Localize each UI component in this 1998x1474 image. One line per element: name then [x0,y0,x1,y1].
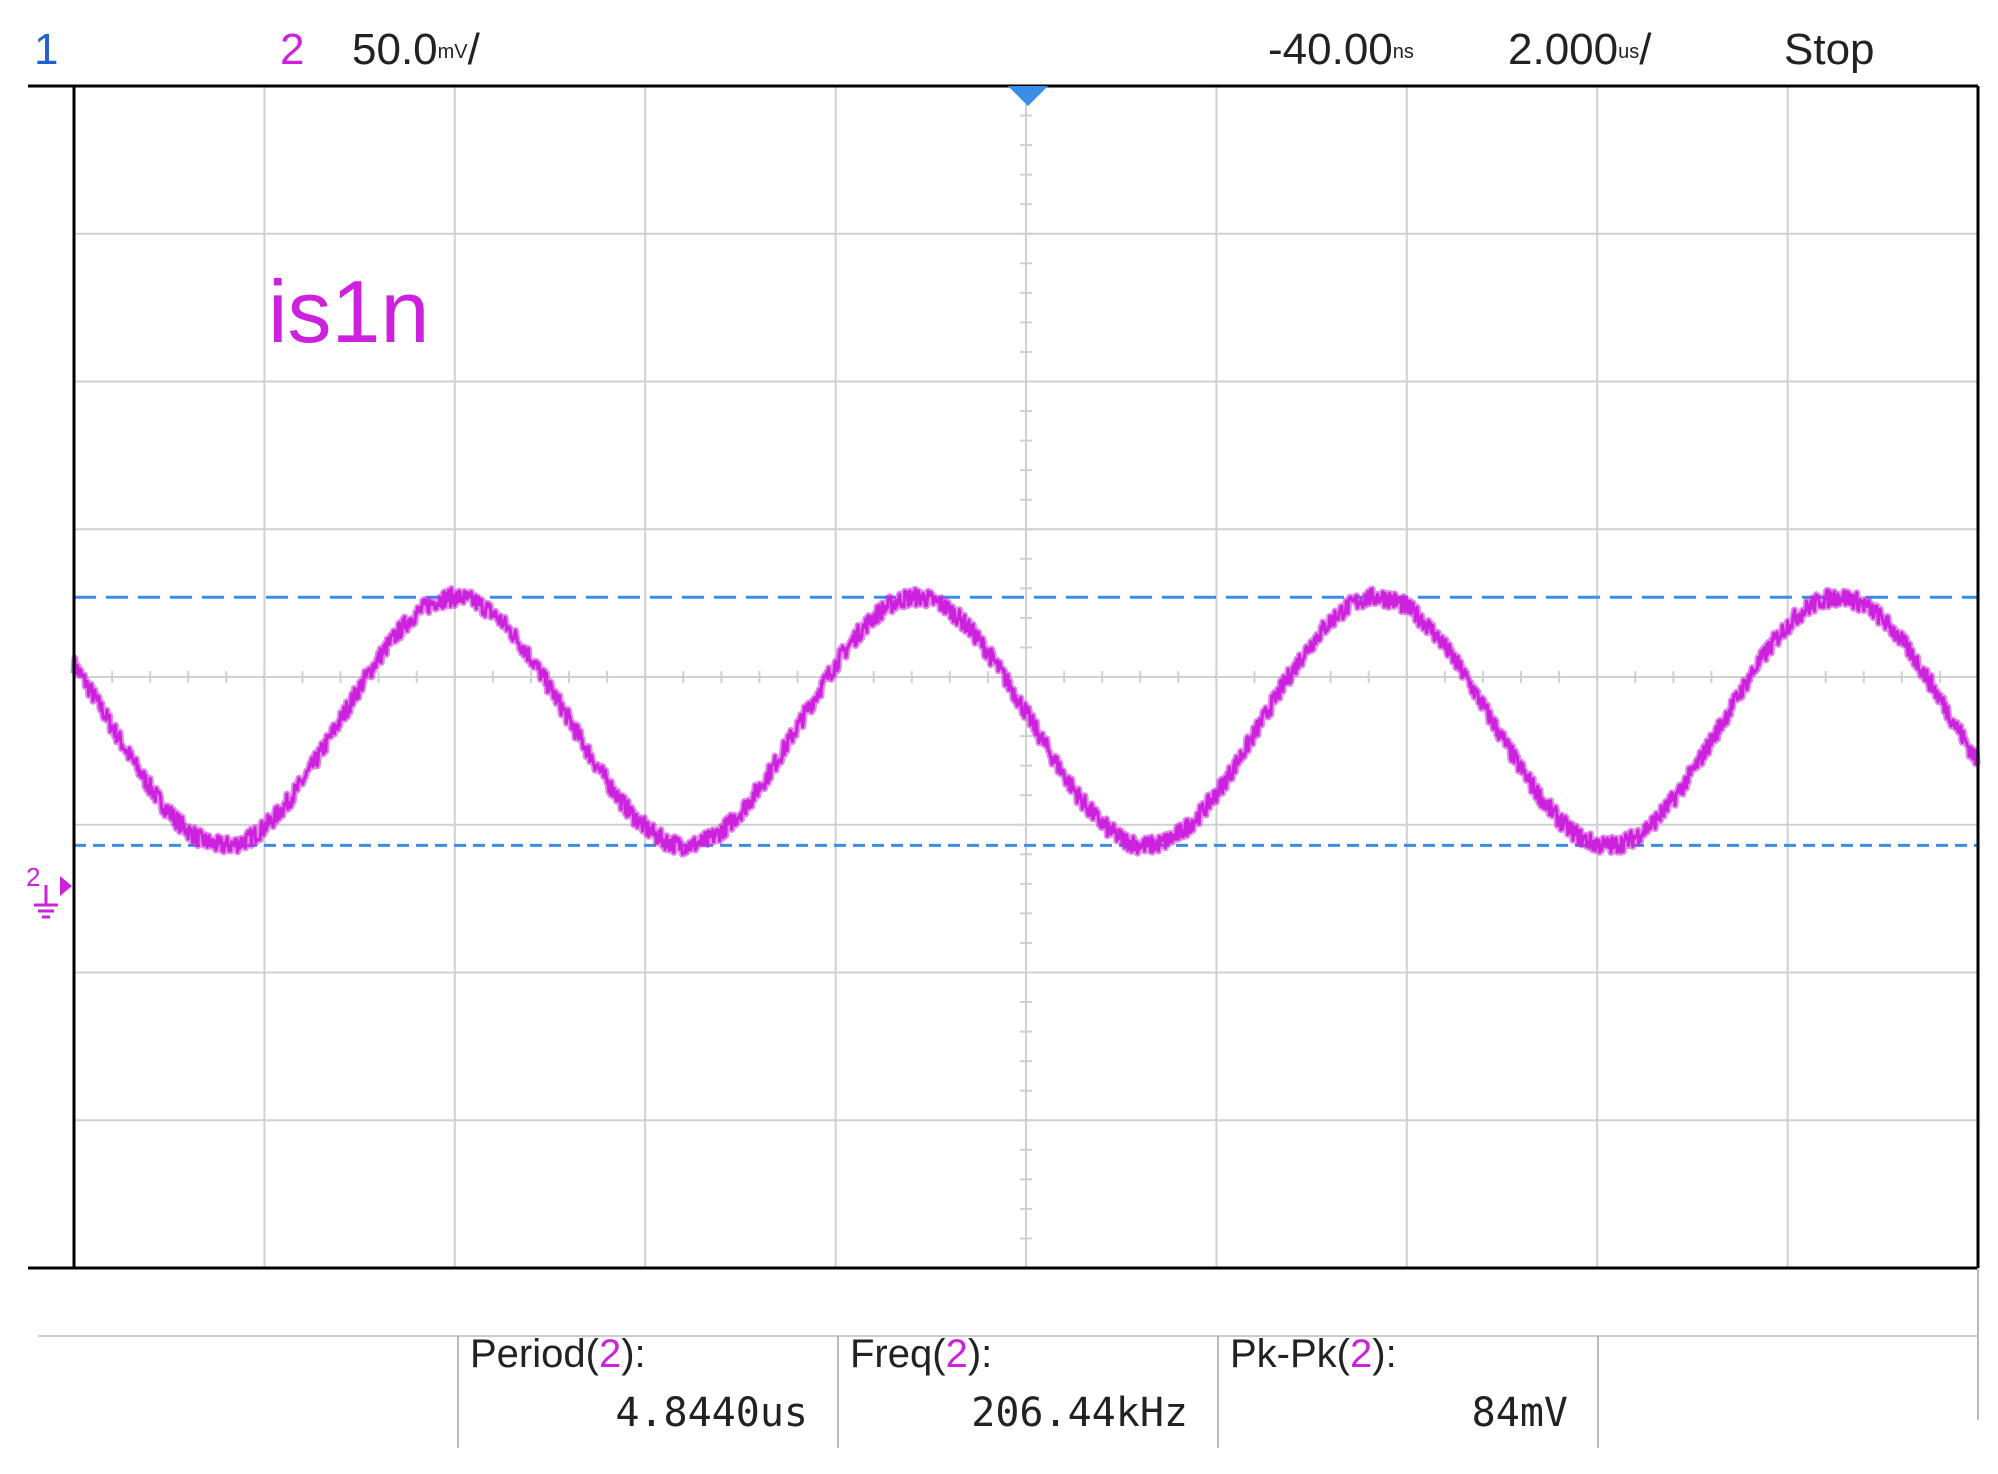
ground-marker-icon[interactable] [34,876,72,919]
header-ch1[interactable]: 1 [34,25,59,74]
time-per-div-value: 2.000 [1508,25,1619,74]
vertical-scale-unit: mV [437,41,468,63]
measurement-period-label: Period(2): [470,1332,646,1376]
measurement-pkpk[interactable]: Pk-Pk(2): 84mV [1218,1322,1578,1442]
horizontal-delay-unit: ns [1392,41,1414,63]
plot-frame [28,84,1980,1270]
trigger-position-marker[interactable] [1008,86,1048,106]
measurement-pkpk-label: Pk-Pk(2): [1230,1332,1397,1376]
header-ch2[interactable]: 2 [280,25,305,74]
vertical-scale-value: 50.0 [352,25,438,74]
measurement-freq[interactable]: Freq(2): 206.44kHz [838,1322,1198,1442]
measurement-period[interactable]: Period(2): 4.8440us [458,1322,818,1442]
trace-line [72,587,1980,856]
grid [74,86,1978,1268]
measurement-frame [38,1268,1979,1448]
measurement-pkpk-value: 84mV [1471,1390,1568,1436]
measurement-period-value: 4.8440us [615,1390,808,1436]
measurement-freq-value: 206.44kHz [971,1390,1188,1436]
time-per-div[interactable]: 2.000us/ [1508,25,1652,74]
run-state[interactable]: Stop [1784,25,1875,74]
vertical-scale[interactable]: 50.0mV/ [352,25,480,74]
ground-marker-label: 2 [26,862,41,892]
cursor-lines [74,595,1978,847]
waveform-trace [70,585,1981,858]
horizontal-delay-value: -40.00 [1268,25,1393,74]
measurement-freq-label: Freq(2): [850,1332,993,1376]
trace-label: is1n [268,262,430,361]
horizontal-delay[interactable]: -40.00ns [1268,18,1414,82]
time-per-div-unit: us [1618,41,1640,63]
